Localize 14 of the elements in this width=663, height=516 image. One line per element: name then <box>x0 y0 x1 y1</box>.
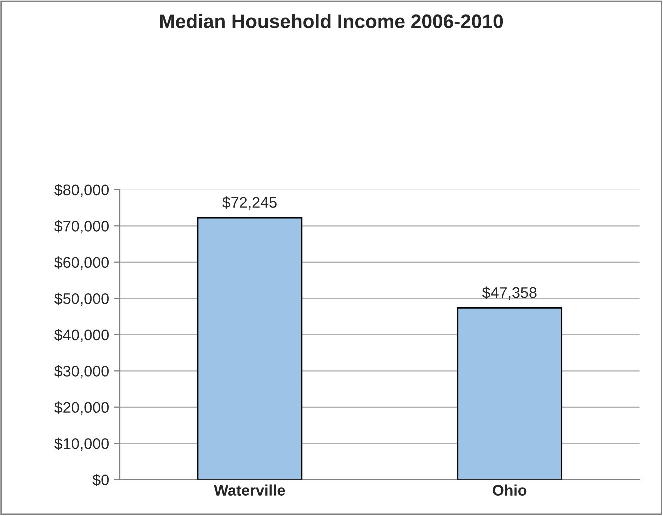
x-tick-label: Waterville <box>214 484 286 496</box>
y-tick-label: $10,000 <box>54 438 109 452</box>
y-tick-label: $40,000 <box>54 329 109 342</box>
data-label: $47,358 <box>482 286 537 300</box>
x-tick-label: Ohio <box>493 484 527 496</box>
y-tick-label: $70,000 <box>54 220 109 234</box>
chart-title: Median Household Income 2006-2010 <box>160 14 504 28</box>
data-label: $72,245 <box>222 196 277 210</box>
y-tick-label: $30,000 <box>54 365 109 379</box>
y-tick-label: $60,000 <box>54 256 109 270</box>
y-tick-label: $0 <box>92 474 109 486</box>
y-tick-label: $80,000 <box>54 184 109 198</box>
y-tick-label: $50,000 <box>54 292 109 306</box>
y-tick-label: $20,000 <box>54 402 109 415</box>
